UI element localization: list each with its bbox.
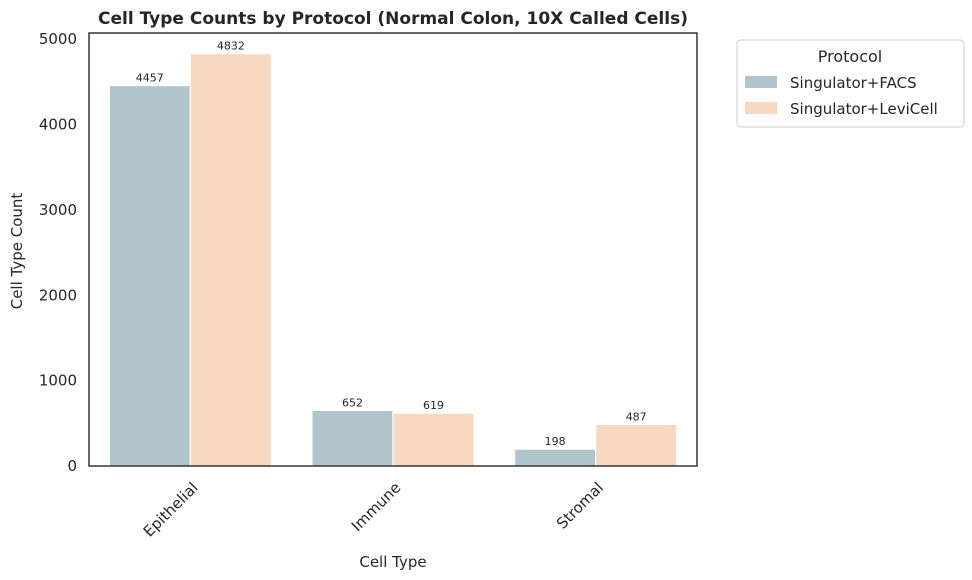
bar-value-label: 198 [545, 435, 566, 448]
legend-frame [736, 39, 965, 128]
x-axis-label: Cell Type [359, 553, 426, 571]
x-tick-label: Epithelial [140, 479, 202, 541]
chart-title: Cell Type Counts by Protocol (Normal Col… [98, 9, 688, 29]
y-tick-label: 4000 [39, 116, 77, 134]
plot-area: 4457 652 198 4832 619 487 0 1000 2000 3000 4000 500… [39, 30, 698, 541]
legend-swatch [745, 76, 777, 88]
bar [189, 52, 272, 467]
bar-value-label: 652 [342, 396, 363, 409]
y-tick-label: 3000 [39, 201, 77, 219]
bar [392, 412, 475, 467]
plot-frame [88, 32, 698, 467]
bar [513, 448, 597, 467]
bar-value-label: 619 [423, 399, 444, 412]
bar [595, 423, 678, 467]
x-tick-label: Immune [348, 479, 404, 535]
y-tick-label: 5000 [39, 30, 77, 48]
legend-entry-label: Singulator+FACS [790, 74, 917, 92]
bar-value-label: 4832 [217, 40, 245, 53]
y-tick-label: 2000 [39, 286, 77, 304]
legend-entry-label: Singulator+LeviCell [790, 100, 938, 118]
bar-value-label: 487 [626, 410, 647, 423]
y-axis-label: Cell Type Count [8, 193, 26, 310]
bar-value-label: 4457 [136, 72, 164, 85]
x-tick-label: Stromal [553, 479, 607, 533]
y-tick-label: 1000 [39, 372, 77, 390]
legend-swatch [745, 102, 777, 114]
bar [108, 84, 191, 467]
y-tick-label: 0 [67, 457, 77, 475]
legend: Protocol Singulator+FACS Singulator+LeviC… [736, 39, 965, 128]
legend-title: Protocol [818, 47, 882, 66]
bar [311, 409, 394, 467]
